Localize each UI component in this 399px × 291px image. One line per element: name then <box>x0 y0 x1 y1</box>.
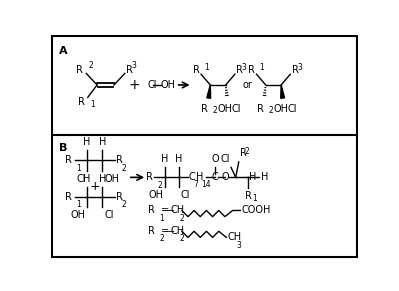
Text: COOH: COOH <box>242 205 271 215</box>
Text: O: O <box>211 154 219 164</box>
Text: 1: 1 <box>253 194 257 203</box>
Text: R: R <box>117 155 123 165</box>
Text: R: R <box>148 226 155 236</box>
Text: 2: 2 <box>180 234 184 243</box>
Text: CH: CH <box>171 226 185 236</box>
Text: O: O <box>221 172 229 182</box>
Text: 1: 1 <box>259 63 264 72</box>
Text: R: R <box>76 65 83 74</box>
Text: 2: 2 <box>213 106 217 115</box>
Text: 1: 1 <box>204 63 209 72</box>
Text: H: H <box>83 136 91 147</box>
Text: H: H <box>175 154 182 164</box>
Text: 3: 3 <box>132 61 136 70</box>
Text: C: C <box>189 172 196 182</box>
Text: R: R <box>292 65 299 75</box>
Text: OH: OH <box>218 104 233 114</box>
Text: +: + <box>89 180 100 193</box>
Text: 1: 1 <box>76 164 81 173</box>
Text: Cl: Cl <box>147 80 157 90</box>
Text: R: R <box>65 191 72 202</box>
Text: Cl: Cl <box>287 104 297 114</box>
Text: 1: 1 <box>90 100 95 109</box>
Text: OH: OH <box>273 104 288 114</box>
Text: H: H <box>99 173 106 184</box>
Text: 3: 3 <box>237 240 241 249</box>
Text: 1: 1 <box>160 214 164 223</box>
Text: Cl: Cl <box>104 210 113 221</box>
Text: 3: 3 <box>297 63 302 72</box>
Text: 2: 2 <box>245 147 250 156</box>
Polygon shape <box>281 85 284 98</box>
Text: H: H <box>83 173 91 184</box>
Text: OH: OH <box>71 210 85 221</box>
Text: H: H <box>99 136 106 147</box>
Text: CH: CH <box>228 233 242 242</box>
Text: 2: 2 <box>268 106 273 115</box>
Text: 2: 2 <box>158 181 163 190</box>
Text: R: R <box>193 65 200 75</box>
Text: =: = <box>161 205 169 215</box>
Text: CH: CH <box>171 205 185 215</box>
Text: 2: 2 <box>160 234 164 243</box>
Text: 3: 3 <box>242 63 247 72</box>
Text: 2: 2 <box>89 61 93 70</box>
Text: 1: 1 <box>76 200 81 210</box>
Text: Cl: Cl <box>76 174 85 184</box>
Text: 14: 14 <box>201 180 211 189</box>
Text: A: A <box>59 46 67 56</box>
Text: R: R <box>248 65 255 75</box>
Text: R: R <box>117 191 123 202</box>
Text: or: or <box>242 80 252 90</box>
Text: H: H <box>161 154 168 164</box>
Text: R: R <box>126 65 133 74</box>
Text: R: R <box>148 205 155 215</box>
Text: —: — <box>165 226 175 236</box>
Text: Cl: Cl <box>232 104 241 114</box>
Text: —: — <box>165 205 175 215</box>
Text: Cl: Cl <box>180 191 190 200</box>
Text: H: H <box>196 172 204 182</box>
Text: 2: 2 <box>180 214 184 223</box>
Text: =: = <box>161 226 169 236</box>
Text: R: R <box>239 148 247 158</box>
Text: C: C <box>211 172 218 182</box>
Text: H: H <box>261 172 269 182</box>
Text: OH: OH <box>148 191 163 200</box>
Text: H: H <box>249 172 256 182</box>
Text: B: B <box>59 143 67 153</box>
Text: R: R <box>237 65 243 75</box>
Text: OH: OH <box>161 80 176 90</box>
Text: 2: 2 <box>122 200 126 210</box>
Text: R: R <box>257 104 263 114</box>
Text: +: + <box>128 78 140 92</box>
Text: 2: 2 <box>122 164 126 173</box>
Text: R: R <box>201 104 208 114</box>
Text: R: R <box>146 172 153 182</box>
Text: R: R <box>78 97 85 107</box>
Text: Cl: Cl <box>220 154 229 164</box>
Text: R: R <box>65 155 72 165</box>
Polygon shape <box>207 85 211 98</box>
Text: R: R <box>245 191 251 201</box>
Text: OH: OH <box>104 174 119 184</box>
Text: 7: 7 <box>194 180 198 189</box>
